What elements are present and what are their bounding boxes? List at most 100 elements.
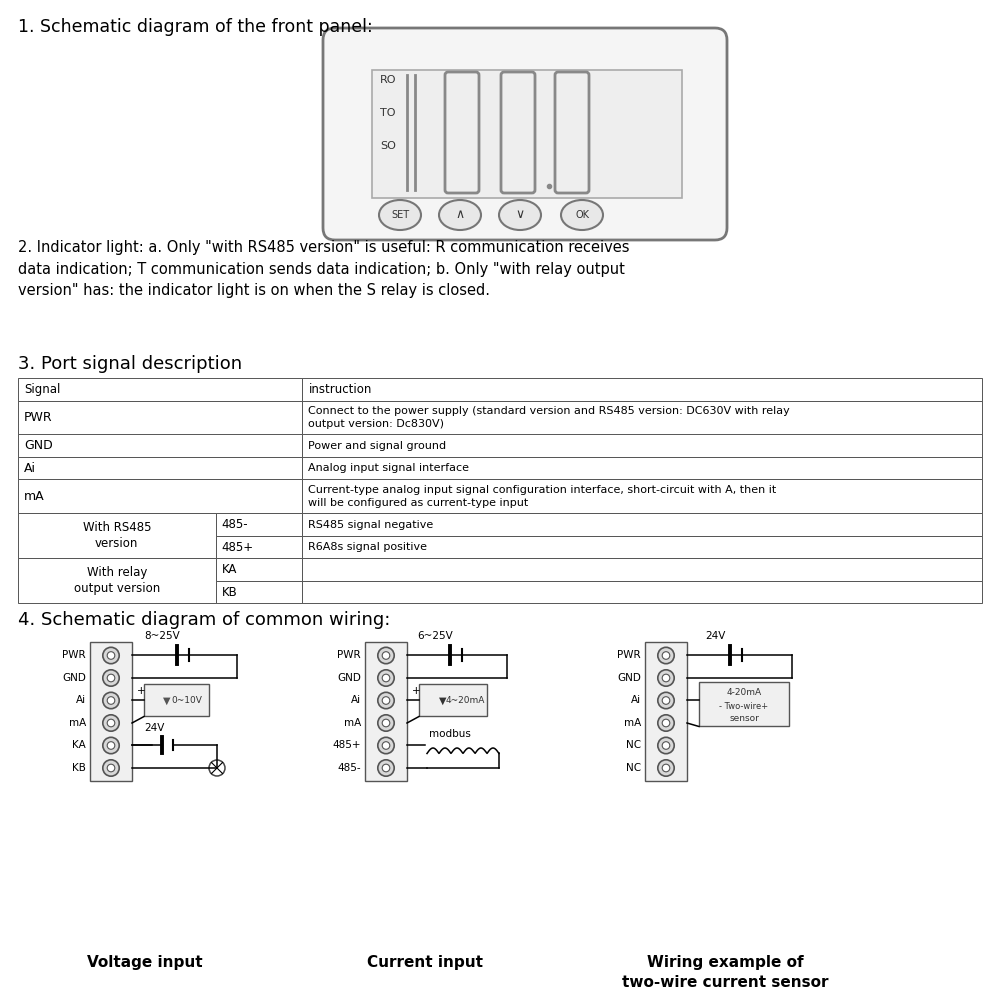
Bar	[365, 642, 407, 781]
Circle shape	[382, 652, 390, 659]
Text: GND: GND	[617, 673, 641, 683]
Text: KB: KB	[222, 586, 237, 599]
Text: 1. Schematic diagram of the front panel:: 1. Schematic diagram of the front panel:	[18, 18, 373, 36]
Bar	[645, 642, 687, 781]
Text: 6~25V: 6~25V	[417, 631, 453, 641]
Circle shape	[658, 760, 674, 776]
Text: - Two-wire+: - Two-wire+	[719, 702, 769, 711]
Text: RO: RO	[380, 75, 396, 85]
Bar	[302, 558, 982, 581]
FancyBboxPatch shape	[445, 72, 479, 193]
Text: PWR: PWR	[617, 650, 641, 660]
Bar	[302, 536, 982, 558]
Text: mA: mA	[344, 718, 361, 728]
Circle shape	[382, 674, 390, 682]
Ellipse shape	[379, 200, 421, 230]
Text: Ai: Ai	[76, 695, 86, 705]
Circle shape	[382, 742, 390, 749]
Text: NC: NC	[626, 763, 641, 773]
Circle shape	[107, 674, 115, 682]
Circle shape	[658, 715, 674, 731]
Text: GND: GND	[337, 673, 361, 683]
Circle shape	[209, 760, 225, 776]
Text: ▼: ▼	[439, 695, 447, 705]
Text: mA: mA	[624, 718, 641, 728]
Circle shape	[662, 652, 670, 659]
Circle shape	[103, 737, 119, 754]
Text: 24V: 24V	[144, 723, 164, 733]
Text: SO: SO	[380, 141, 396, 151]
Text: R6A8s signal positive: R6A8s signal positive	[308, 542, 427, 552]
Bar	[18, 378, 302, 400]
Text: instruction: instruction	[308, 383, 372, 396]
Text: 3. Port signal description: 3. Port signal description	[18, 355, 242, 373]
Ellipse shape	[561, 200, 603, 230]
Text: 24V: 24V	[705, 631, 725, 641]
Text: PWR: PWR	[337, 650, 361, 660]
Text: modbus: modbus	[429, 729, 471, 739]
Bar	[302, 479, 982, 513]
Text: ▼: ▼	[163, 695, 170, 705]
Circle shape	[103, 715, 119, 731]
Circle shape	[107, 697, 115, 704]
Circle shape	[107, 742, 115, 749]
Circle shape	[382, 719, 390, 727]
Circle shape	[662, 742, 670, 749]
FancyBboxPatch shape	[555, 72, 589, 193]
Circle shape	[107, 652, 115, 659]
Text: GND: GND	[62, 673, 86, 683]
FancyBboxPatch shape	[144, 684, 209, 716]
Bar	[18, 434, 302, 457]
Text: 485+: 485+	[222, 541, 254, 554]
Bar	[216, 558, 302, 581]
Text: 4~20mA: 4~20mA	[445, 696, 485, 705]
Text: 2. Indicator light: a. Only "with RS485 version" is useful: R communication rece: 2. Indicator light: a. Only "with RS485 …	[18, 240, 630, 298]
Bar	[18, 479, 302, 513]
Bar	[216, 513, 302, 536]
Circle shape	[662, 719, 670, 727]
Bar	[18, 513, 216, 558]
FancyBboxPatch shape	[699, 682, 789, 726]
Bar	[302, 457, 982, 479]
Text: Current input: Current input	[367, 955, 483, 970]
Text: OK: OK	[575, 210, 589, 220]
Text: KB: KB	[72, 763, 86, 773]
Text: PWR: PWR	[24, 411, 53, 424]
Text: Power and signal ground: Power and signal ground	[308, 441, 447, 451]
Circle shape	[382, 764, 390, 772]
Circle shape	[662, 697, 670, 704]
Bar	[18, 457, 302, 479]
Text: mA: mA	[69, 718, 86, 728]
Text: With RS485
version: With RS485 version	[83, 521, 151, 550]
Circle shape	[378, 670, 394, 686]
Ellipse shape	[439, 200, 481, 230]
Circle shape	[658, 647, 674, 664]
Circle shape	[378, 715, 394, 731]
Text: mA: mA	[24, 490, 45, 503]
Circle shape	[103, 670, 119, 686]
Text: 0~10V: 0~10V	[171, 696, 202, 705]
Text: ∨: ∨	[515, 209, 525, 222]
Circle shape	[382, 697, 390, 704]
Circle shape	[662, 674, 670, 682]
Text: GND: GND	[24, 439, 53, 452]
Text: sensor: sensor	[729, 714, 759, 723]
Circle shape	[107, 719, 115, 727]
Bar	[18, 558, 216, 603]
Text: KA: KA	[72, 740, 86, 750]
Circle shape	[103, 647, 119, 664]
Bar	[302, 581, 982, 603]
FancyBboxPatch shape	[501, 72, 535, 193]
Bar	[302, 513, 982, 536]
Text: +: +	[412, 686, 421, 696]
FancyBboxPatch shape	[323, 28, 727, 240]
Ellipse shape	[499, 200, 541, 230]
Bar	[302, 400, 982, 434]
Text: With relay
output version: With relay output version	[74, 566, 160, 595]
Circle shape	[658, 737, 674, 754]
Bar	[302, 434, 982, 457]
Text: Voltage input: Voltage input	[87, 955, 203, 970]
Circle shape	[658, 670, 674, 686]
Circle shape	[103, 760, 119, 776]
Text: SET: SET	[391, 210, 409, 220]
